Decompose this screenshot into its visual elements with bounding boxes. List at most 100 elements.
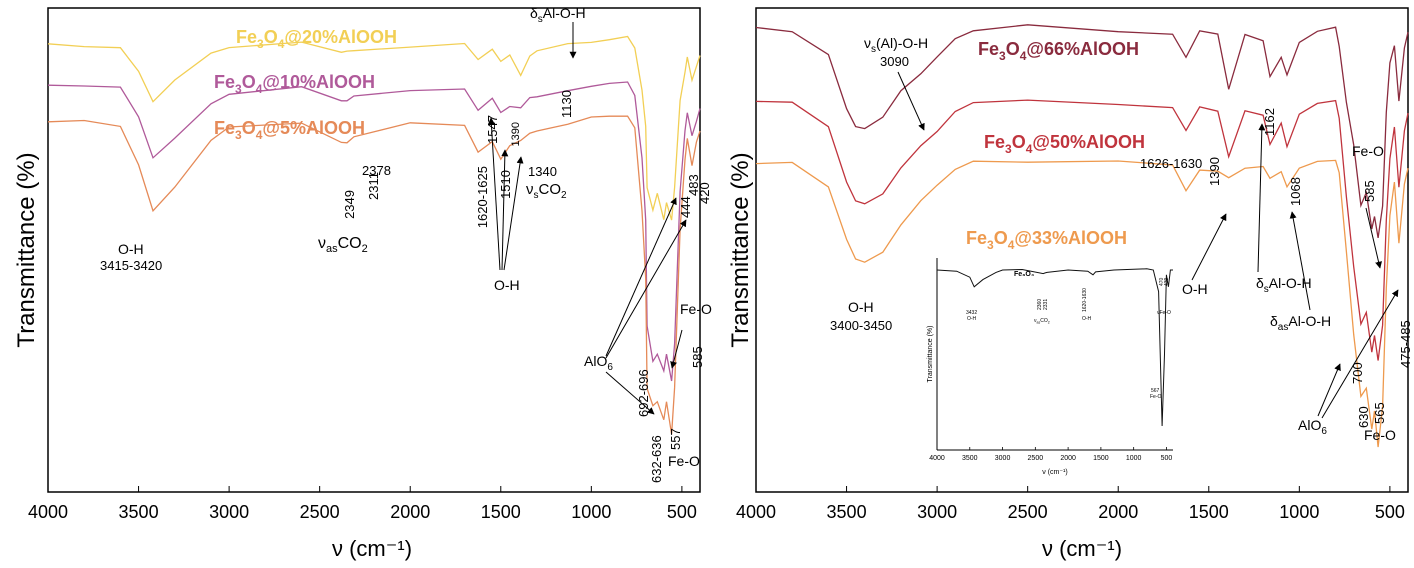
annotations-right: νs(Al)-O-H 3090 O-H 3400-3450 1626-1630 …: [830, 35, 1413, 443]
x-tick-label: 500: [667, 502, 697, 522]
series-line-0-2: [47, 115, 701, 435]
inset-ann-feo-1: Fe-O: [1150, 394, 1162, 400]
arrow-oh-1390: [1191, 213, 1227, 281]
arrow-585-right: [1365, 207, 1382, 269]
inset-tick-label: 4000: [929, 455, 945, 462]
arrow-alo6-444: [605, 219, 687, 359]
inset-tick-label: 2000: [1060, 455, 1076, 462]
x-tick-label: 1000: [1279, 502, 1319, 522]
x-axis-label-right: ν (cm⁻¹): [1042, 536, 1122, 561]
arrow-3090: [897, 71, 925, 131]
ann-3415: 3415-3420: [100, 258, 162, 273]
arrow-1068: [1289, 211, 1311, 311]
inset-ann-2360: 2360: [1037, 299, 1043, 310]
inset-tick-label: 2500: [1028, 455, 1044, 462]
inset-tick-label: 1500: [1093, 455, 1109, 462]
x-tick-label: 3000: [209, 502, 249, 522]
ann-585-right: 585: [1362, 180, 1377, 202]
ann-585: 585: [690, 346, 705, 368]
ann-1510: 1510: [498, 170, 513, 199]
series-line-0-0: [47, 35, 701, 221]
inset-frame: [937, 258, 1173, 450]
ann-vsco2: νsCO2: [526, 181, 567, 201]
ann-565: 565: [1372, 402, 1387, 424]
ann-1390-right: 1390: [1207, 157, 1222, 186]
x-tick-label: 3000: [917, 502, 957, 522]
ann-1340: 1340: [528, 164, 557, 179]
ann-alo6-right: AlO6: [1298, 417, 1327, 437]
series-label-20: Fe3O4@20%AlOOH: [236, 27, 397, 51]
x-tick-label: 3500: [827, 502, 867, 522]
series-right: [755, 24, 1409, 448]
ann-420: 420: [697, 182, 712, 204]
ann-alo6-left: AlO6: [584, 353, 613, 373]
x-tick-label: 2500: [300, 502, 340, 522]
series-label-33: Fe3O4@33%AlOOH: [966, 228, 1127, 252]
ann-2378: 2378: [362, 163, 391, 178]
x-tick-label: 2000: [390, 502, 430, 522]
chart-left: 4000 3500 3000 2500 2000 1500 1000 500 Transmit…: [13, 5, 712, 561]
inset-ann-v-feo: νFe-O: [1157, 310, 1171, 316]
series-label-50: Fe3O4@50%AlOOH: [984, 132, 1145, 156]
ann-oh-left: O-H: [118, 241, 144, 257]
y-axis-label-right: Transmittance (%): [727, 152, 754, 347]
ann-632: 632-636: [649, 435, 664, 483]
ann-dsaloh-left: δsAl-O-H: [530, 5, 586, 25]
chart-right: 4000 3500 3000 2500 2000 1500 1000 500 Transmit…: [727, 7, 1413, 561]
inset-tick-label: 3000: [995, 455, 1011, 462]
inset-y-label: Transmittance (%): [927, 326, 934, 383]
inset-ann-3432: 3432: [966, 310, 977, 316]
inset-chart: 4000 3500 3000 2500 2000 1500 1000 500 Transmit…: [927, 258, 1173, 476]
ann-1620: 1620-1625: [475, 166, 490, 228]
ann-444: 444: [678, 196, 693, 218]
inset-series-label: Fe₃O₄: [1014, 271, 1034, 278]
plot-frame-right: [755, 7, 1409, 493]
arrow-alo6-483: [605, 197, 677, 357]
inset-tick-label: 1000: [1126, 455, 1142, 462]
ann-1068: 1068: [1288, 177, 1303, 206]
annotations-left: O-H 3415-3420 2378 2349 2311 νasCO2 1620…: [100, 5, 712, 483]
ann-630: 630: [1356, 406, 1371, 428]
x-axis-label-left: ν (cm⁻¹): [332, 536, 412, 561]
inset-ann-co2: νasCO2: [1034, 318, 1050, 325]
x-tick-label: 1500: [1189, 502, 1229, 522]
arrow-1162: [1257, 123, 1266, 273]
x-tick-label: 1000: [571, 502, 611, 522]
x-tick-label: 1500: [481, 502, 521, 522]
ann-3400: 3400-3450: [830, 318, 892, 333]
ann-1130: 1130: [559, 90, 574, 118]
arrow-oh-1390: [503, 156, 524, 271]
inset-ann-567: 567: [1151, 388, 1160, 394]
series-label-5: Fe3O4@5%AlOOH: [214, 118, 365, 142]
inset-tick-label: 3500: [962, 455, 978, 462]
ann-vs-aloh: νs(Al)-O-H: [864, 35, 928, 55]
series-line-1-1: [755, 99, 1409, 361]
ann-1162: 1162: [1262, 108, 1277, 136]
series-left: [47, 35, 701, 435]
ann-3090: 3090: [880, 54, 909, 69]
ann-feo-565: Fe-O: [1364, 427, 1396, 443]
ann-483: 483: [686, 174, 701, 196]
ann-feo-585: Fe-O: [680, 301, 712, 317]
arrow-alo6-700: [1317, 363, 1341, 417]
ann-1626: 1626-1630: [1140, 156, 1202, 171]
inset-ann-439: 439: [1164, 277, 1170, 286]
arrow-feo-585: [670, 329, 683, 369]
x-tick-label: 4000: [28, 502, 68, 522]
inset-tick-label: 500: [1161, 455, 1173, 462]
ann-oh-1390: O-H: [1182, 281, 1208, 297]
ann-557: 557: [668, 428, 683, 450]
series-label-66: Fe3O4@66%AlOOH: [978, 39, 1139, 63]
ann-2311: 2311: [366, 172, 381, 200]
ann-feo-557: Fe-O: [668, 453, 700, 469]
x-tick-label: 500: [1375, 502, 1405, 522]
ann-475: 475-485: [1398, 320, 1413, 368]
series-line-0-1: [47, 81, 701, 382]
x-tick-label: 4000: [736, 502, 776, 522]
inset-x-ticks: 4000 3500 3000 2500 2000 1500 1000 500: [929, 447, 1172, 462]
ann-692: 692-696: [636, 369, 651, 417]
ann-700: 700: [1350, 362, 1365, 384]
ann-oh-mid: O-H: [494, 277, 520, 293]
series-line-1-2: [755, 159, 1409, 448]
ann-1390: 1390: [510, 122, 522, 146]
